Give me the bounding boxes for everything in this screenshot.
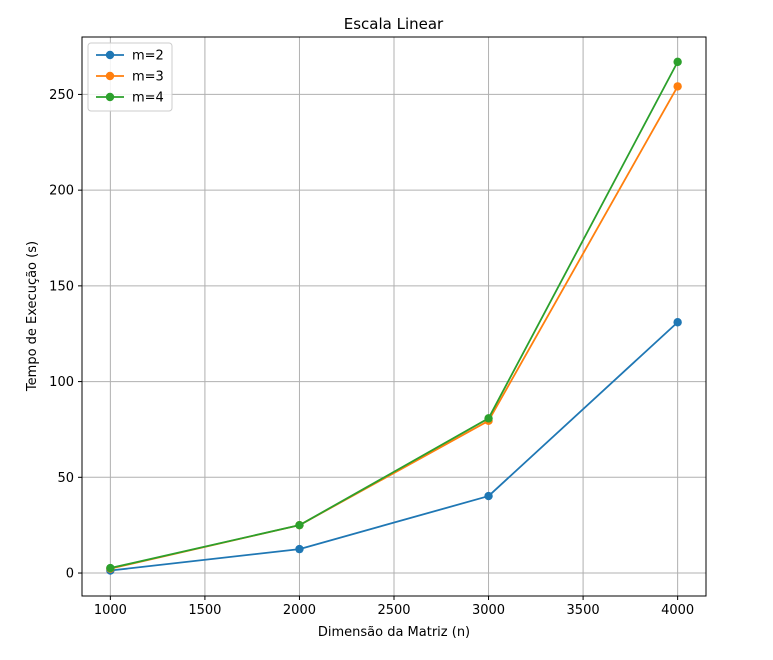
legend-item: m=3 [96, 70, 164, 85]
data-point [673, 318, 682, 327]
legend-label: m=4 [132, 91, 164, 106]
series-line [110, 61, 679, 569]
x-tick-label: 2500 [377, 603, 410, 618]
y-tick-label: 200 [49, 184, 74, 199]
series-m=4 [106, 57, 682, 573]
legend-marker [105, 71, 115, 81]
y-tick-label: 100 [49, 375, 74, 390]
data-point [673, 57, 682, 67]
data-point [484, 414, 493, 423]
y-tick-label: 150 [49, 279, 74, 294]
data-point [484, 491, 493, 501]
legend-label: m=3 [132, 70, 164, 85]
x-tick-label: 4000 [661, 603, 694, 618]
y-tick-label: 50 [57, 471, 74, 486]
y-axis-label: Tempo de Execução (s) [25, 241, 40, 392]
x-tick-label: 3000 [472, 603, 505, 618]
x-tick-label: 1500 [188, 603, 221, 618]
y-axis: 0 50 100 150 200 250 [49, 88, 82, 582]
data-point [106, 563, 115, 573]
series-layer [106, 57, 682, 575]
legend-item: m=4 [96, 91, 164, 106]
legend-item: m=2 [96, 49, 164, 64]
legend-marker [105, 50, 115, 60]
data-point [295, 544, 304, 554]
data-point [295, 520, 304, 530]
series-line [110, 321, 679, 572]
x-axis-label: Dimensão da Matriz (n) [318, 625, 470, 640]
x-tick-label: 1000 [94, 603, 127, 618]
y-tick-label: 0 [66, 567, 74, 582]
chart-title: Escala Linear [344, 15, 444, 33]
x-tick-label: 3500 [567, 603, 600, 618]
grid [82, 37, 706, 596]
x-tick-label: 2000 [283, 603, 316, 618]
legend-marker [105, 92, 115, 102]
legend: m=2 m=3 m=4 [87, 42, 173, 112]
data-point [673, 82, 682, 91]
y-tick-label: 250 [49, 88, 74, 103]
legend-label: m=2 [132, 49, 164, 64]
x-axis: 1000 1500 2000 2500 3000 3500 4000 [94, 596, 694, 618]
